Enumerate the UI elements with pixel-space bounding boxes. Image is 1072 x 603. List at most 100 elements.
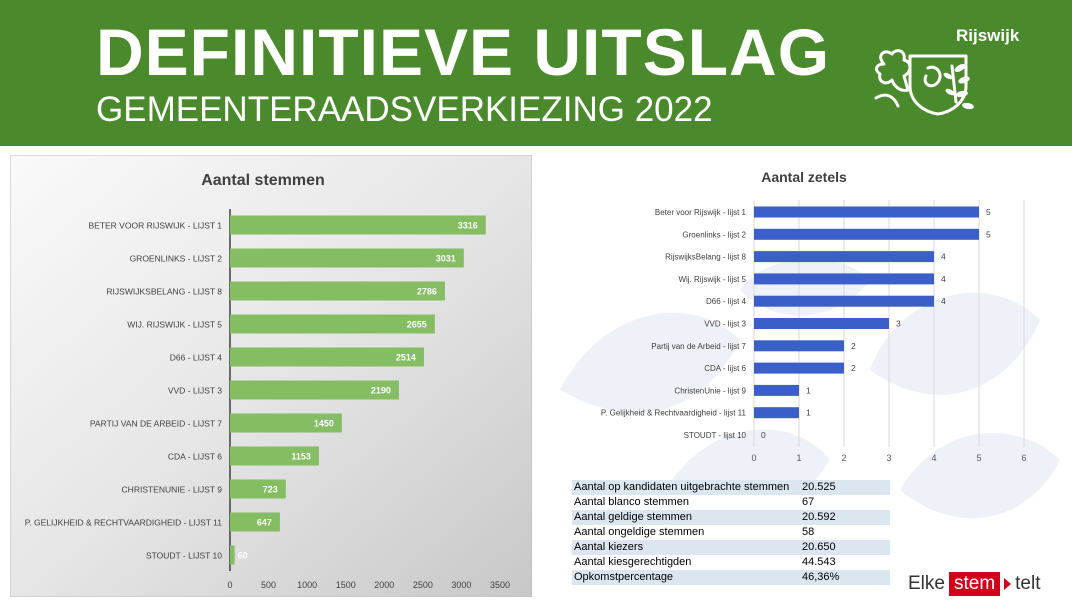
bar xyxy=(230,215,486,235)
stat-value: 46,36% xyxy=(800,570,890,585)
data-label: 4 xyxy=(941,274,946,284)
stat-value: 58 xyxy=(800,525,890,540)
x-tick-label: 1000 xyxy=(297,580,317,590)
chart-title: Aantal stemmen xyxy=(201,172,325,189)
stat-value: 20.650 xyxy=(800,540,890,555)
slogan: Elke stem telt xyxy=(908,571,1041,597)
page-subtitle: GEMEENTERAADSVERKIEZING 2022 xyxy=(96,90,713,129)
stat-label: Aantal ongeldige stemmen xyxy=(572,525,800,540)
category-label: D66 - LIJST 4 xyxy=(170,353,223,363)
x-tick-label: 3000 xyxy=(451,580,471,590)
category-label: ChristenUnie - lijst 9 xyxy=(674,386,746,395)
bar xyxy=(754,295,934,307)
stat-label: Aantal kiezers xyxy=(572,540,800,555)
x-tick-label: 2 xyxy=(841,453,846,463)
bar xyxy=(230,446,319,466)
results-table: Aantal op kandidaten uitgebrachte stemme… xyxy=(572,480,890,585)
x-tick-label: 0 xyxy=(751,453,756,463)
bar xyxy=(754,228,979,240)
arrow-right-icon xyxy=(1004,578,1012,590)
x-tick-label: 2500 xyxy=(413,580,433,590)
x-tick-label: 3 xyxy=(886,453,891,463)
bar xyxy=(754,251,934,263)
data-label: 2 xyxy=(851,341,856,351)
data-label: 4 xyxy=(941,252,946,262)
data-label: 60 xyxy=(238,551,248,561)
bar xyxy=(230,479,286,499)
table-row: Opkomstpercentage 46,36% xyxy=(572,570,890,585)
x-tick-label: 1 xyxy=(796,453,801,463)
stat-label: Aantal blanco stemmen xyxy=(572,495,800,510)
bar xyxy=(230,347,424,367)
stat-label: Aantal op kandidaten uitgebrachte stemme… xyxy=(572,480,800,495)
slogan-word-stem: stem xyxy=(948,572,1001,596)
category-label: RijswijksBelang - lijst 8 xyxy=(665,253,746,262)
category-label: BETER VOOR RIJSWIJK - LIJST 1 xyxy=(88,221,222,231)
category-label: Wij. Rijswijk - lijst 5 xyxy=(678,275,746,284)
bar xyxy=(754,206,979,218)
data-label: 2514 xyxy=(396,353,416,363)
bar xyxy=(754,362,844,374)
bar xyxy=(230,413,342,433)
stat-label: Aantal kiesgerechtigden xyxy=(572,555,800,570)
bar xyxy=(754,318,889,329)
category-label: Beter voor Rijswijk - lijst 1 xyxy=(655,208,747,217)
stat-label: Aantal geldige stemmen xyxy=(572,510,800,525)
x-tick-label: 1500 xyxy=(336,580,356,590)
bar xyxy=(230,545,235,565)
header-banner: DEFINITIEVE UITSLAG GEMEENTERAADSVERKIEZ… xyxy=(0,0,1072,146)
table-row: Aantal geldige stemmen 20.592 xyxy=(572,510,890,525)
category-label: D66 - lijst 4 xyxy=(706,297,747,306)
data-label: 3031 xyxy=(436,254,456,264)
data-label: 2655 xyxy=(407,320,427,330)
category-label: RIJSWIJKSBELANG - LIJST 8 xyxy=(106,287,222,297)
table-row: Aantal kiezers 20.650 xyxy=(572,540,890,555)
x-tick-label: 500 xyxy=(261,580,276,590)
slogan-word-telt: telt xyxy=(1015,573,1041,594)
stat-value: 67 xyxy=(800,495,890,510)
category-label: CHRISTENUNIE - LIJST 9 xyxy=(122,485,223,495)
data-label: 2786 xyxy=(417,287,437,297)
data-label: 3316 xyxy=(458,221,478,231)
data-label: 3 xyxy=(896,319,901,329)
data-label: 647 xyxy=(257,518,272,528)
table-row: Aantal op kandidaten uitgebrachte stemme… xyxy=(572,480,890,495)
stat-value: 20.525 xyxy=(800,480,890,495)
stat-value: 44.543 xyxy=(800,555,890,570)
category-label: Groenlinks - lijst 2 xyxy=(682,230,746,239)
category-label: STOUDT - LIJST 10 xyxy=(146,551,222,561)
x-tick-label: 3500 xyxy=(490,580,510,590)
data-label: 723 xyxy=(263,485,278,495)
data-label: 2 xyxy=(851,363,856,373)
rijswijk-crest-icon xyxy=(874,49,974,116)
x-tick-label: 4 xyxy=(931,453,936,463)
bar xyxy=(230,314,435,334)
data-label: 2190 xyxy=(371,386,391,396)
votes-chart: Aantal stemmen BETER VOOR RIJSWIJK - LIJ… xyxy=(10,155,532,597)
x-tick-label: 6 xyxy=(1021,453,1026,463)
category-label: P. Gelijkheid & Rechtvaardigheid - lijst… xyxy=(601,409,747,418)
stat-value: 20.592 xyxy=(800,510,890,525)
data-label: 1450 xyxy=(314,419,334,429)
bar xyxy=(230,512,280,532)
stat-label: Opkomstpercentage xyxy=(572,570,800,585)
bar xyxy=(754,384,799,396)
x-tick-label: 0 xyxy=(227,580,232,590)
bar xyxy=(230,248,464,268)
bar xyxy=(230,281,445,301)
category-label: GROENLINKS - LIJST 2 xyxy=(130,254,223,264)
x-tick-label: 5 xyxy=(976,453,981,463)
page-title: DEFINITIEVE UITSLAG xyxy=(96,15,831,89)
bar xyxy=(754,273,934,285)
table-row: Aantal blanco stemmen 67 xyxy=(572,495,890,510)
data-label: 1 xyxy=(806,385,811,395)
data-label: 1 xyxy=(806,408,811,418)
data-label: 5 xyxy=(986,207,991,217)
category-label: CDA - lijst 6 xyxy=(704,364,746,373)
category-label: VVD - lijst 3 xyxy=(704,320,746,329)
data-label: 1153 xyxy=(291,452,311,462)
bar xyxy=(754,340,844,352)
bar xyxy=(230,380,399,400)
category-label: WIJ. RIJSWIJK - LIJST 5 xyxy=(127,320,222,330)
data-label: 5 xyxy=(986,229,991,239)
